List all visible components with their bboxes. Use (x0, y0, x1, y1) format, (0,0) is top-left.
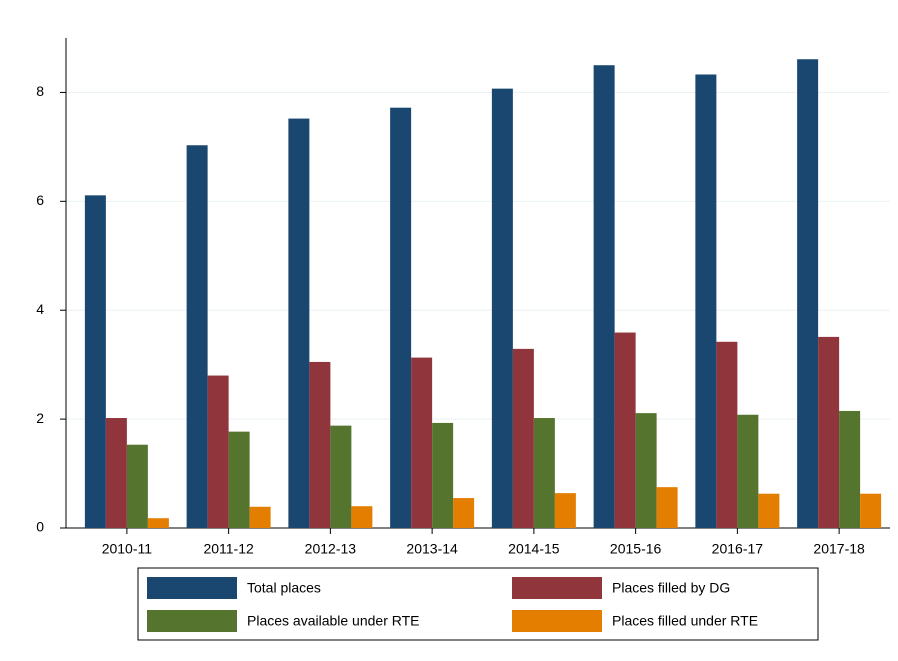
bar (860, 493, 882, 528)
y-tick-label: 8 (36, 83, 44, 99)
bar (207, 375, 229, 528)
bar (288, 118, 310, 529)
legend-label: Places filled under RTE (612, 613, 758, 629)
bar (186, 145, 208, 528)
bar (228, 431, 250, 528)
legend-swatch (147, 610, 237, 632)
y-tick-label: 0 (36, 519, 44, 535)
bar (839, 410, 861, 528)
bar (512, 348, 534, 528)
y-tick-label: 4 (36, 301, 44, 317)
bar (797, 59, 819, 528)
bar (818, 336, 840, 528)
x-tick-label: 2013-14 (406, 541, 458, 557)
legend-label: Places available under RTE (247, 613, 420, 629)
x-tick-label: 2012-13 (305, 541, 357, 557)
bar (593, 65, 615, 528)
bar (554, 493, 576, 528)
legend-box (137, 567, 819, 641)
x-tick-label: 2016-17 (712, 541, 764, 557)
x-tick-label: 2014-15 (508, 541, 560, 557)
bar (453, 498, 475, 528)
x-tick-label: 2011-12 (203, 541, 254, 557)
legend-label: Places filled by DG (612, 580, 730, 596)
bar (351, 506, 373, 528)
bar (411, 357, 433, 528)
y-tick-label: 6 (36, 192, 44, 208)
bar (126, 444, 148, 528)
x-tick-label: 2017-18 (813, 541, 865, 557)
bar (105, 418, 127, 528)
bar (147, 518, 169, 528)
bar (656, 487, 678, 528)
bar (758, 493, 780, 528)
y-tick-label: 2 (36, 410, 44, 426)
legend-swatch (512, 610, 602, 632)
legend-swatch (512, 577, 602, 599)
bar (249, 506, 271, 528)
bar (614, 332, 636, 528)
bar (309, 361, 331, 528)
bar (635, 413, 657, 528)
bar (330, 425, 352, 528)
bar (533, 418, 555, 528)
bar (737, 414, 759, 528)
x-tick-label: 2015-16 (610, 541, 662, 557)
bar (432, 422, 454, 528)
legend-label: Total places (247, 580, 321, 596)
bar (390, 107, 412, 528)
bar (695, 74, 717, 528)
x-tick-label: 2010-11 (102, 541, 153, 557)
bar (716, 341, 738, 528)
bar (84, 195, 106, 528)
bar (491, 88, 513, 528)
legend-swatch (147, 577, 237, 599)
